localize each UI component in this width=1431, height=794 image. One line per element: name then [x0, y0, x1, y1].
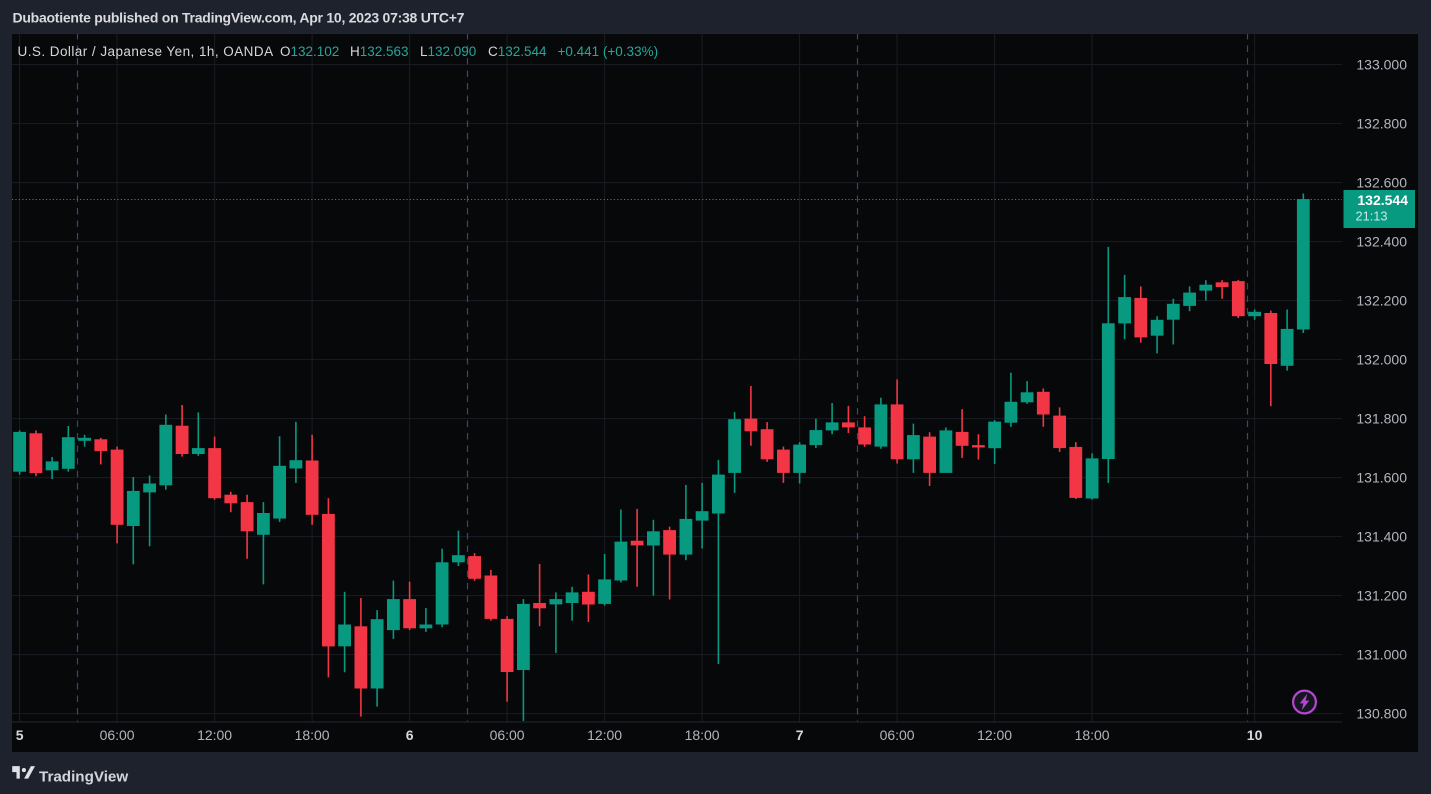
svg-text:L132.090: L132.090 [420, 44, 476, 59]
svg-text:6: 6 [406, 727, 414, 743]
svg-text:18:00: 18:00 [1075, 727, 1110, 743]
svg-text:U.S. Dollar / Japanese Yen, 1h: U.S. Dollar / Japanese Yen, 1h, OANDA [18, 44, 274, 59]
svg-text:06:00: 06:00 [100, 727, 135, 743]
svg-text:06:00: 06:00 [880, 727, 915, 743]
svg-text:132.544: 132.544 [1357, 192, 1408, 208]
svg-text:TradingView: TradingView [39, 769, 128, 786]
svg-text:12:00: 12:00 [197, 727, 232, 743]
svg-text:O132.102: O132.102 [280, 44, 339, 59]
svg-text:131.000: 131.000 [1356, 647, 1407, 663]
svg-text:7: 7 [796, 727, 804, 743]
svg-text:132.200: 132.200 [1356, 293, 1407, 309]
svg-text:21:13: 21:13 [1356, 209, 1388, 224]
svg-text:131.800: 131.800 [1356, 411, 1407, 427]
svg-text:132.400: 132.400 [1356, 234, 1407, 250]
svg-text:Dubaotiente published on Tradi: Dubaotiente published on TradingView.com… [13, 10, 465, 26]
svg-text:132.000: 132.000 [1356, 352, 1407, 368]
svg-text:H132.563: H132.563 [350, 44, 409, 59]
svg-text:131.200: 131.200 [1356, 588, 1407, 604]
svg-text:18:00: 18:00 [685, 727, 720, 743]
svg-text:130.800: 130.800 [1356, 706, 1407, 722]
svg-text:12:00: 12:00 [587, 727, 622, 743]
svg-text:5: 5 [16, 727, 24, 743]
svg-text:+0.441 (+0.33%): +0.441 (+0.33%) [558, 44, 659, 59]
svg-text:131.400: 131.400 [1356, 529, 1407, 545]
svg-text:132.800: 132.800 [1356, 116, 1407, 132]
svg-text:133.000: 133.000 [1356, 57, 1407, 73]
svg-text:131.600: 131.600 [1356, 470, 1407, 486]
svg-text:06:00: 06:00 [490, 727, 525, 743]
svg-text:12:00: 12:00 [977, 727, 1012, 743]
svg-text:C132.544: C132.544 [488, 44, 547, 59]
svg-text:18:00: 18:00 [295, 727, 330, 743]
svg-text:132.600: 132.600 [1356, 175, 1407, 191]
svg-text:10: 10 [1247, 727, 1263, 743]
